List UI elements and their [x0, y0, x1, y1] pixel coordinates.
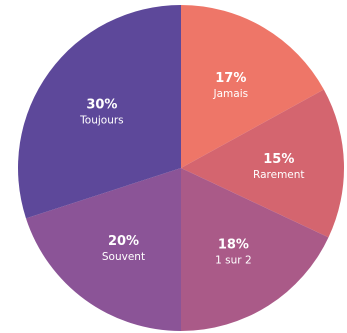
slice-category-label: Jamais: [213, 88, 249, 100]
pie-slice-1-sur-2: [181, 168, 329, 331]
slice-value-label: 30%: [86, 98, 117, 113]
slice-category-label: Toujours: [79, 115, 124, 127]
slice-category-label: 1 sur 2: [215, 255, 251, 267]
slice-category-label: Rarement: [253, 169, 305, 181]
pie-slice-jamais: [181, 4, 324, 168]
slice-value-label: 18%: [218, 238, 249, 253]
pie-slice-toujours: [18, 5, 182, 219]
pie-slice-rarement: [181, 89, 345, 238]
slice-category-label: Souvent: [102, 251, 145, 263]
slice-value-label: 20%: [108, 234, 139, 249]
slice-value-label: 15%: [263, 152, 294, 167]
pie-slice-souvent: [25, 168, 182, 331]
pie-labels: 17% Jamais 15% Rarement 18% 1 sur 2 20% Souvent…: [79, 71, 304, 267]
slice-value-label: 17%: [215, 71, 246, 86]
pie-slices: [18, 4, 345, 331]
